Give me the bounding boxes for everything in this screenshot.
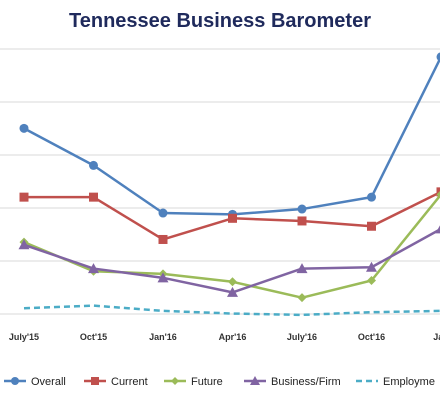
x-tick-label: July'16 xyxy=(287,332,317,342)
legend-item-future: Future xyxy=(164,376,223,388)
data-point-future xyxy=(297,293,307,303)
series-line-overall xyxy=(23,56,440,216)
data-point-future xyxy=(436,191,440,198)
data-point-current xyxy=(436,187,440,197)
x-axis-tick-labels: July'15 Oct'15 Jan'16 Apr'16 July'16 Oct'16 Ja… xyxy=(9,332,440,342)
data-point-current xyxy=(297,216,307,226)
data-point-business-firm xyxy=(296,263,308,274)
data-point-future xyxy=(367,275,376,285)
legend-swatch-marker xyxy=(171,377,179,385)
data-point-overall xyxy=(19,123,29,133)
data-point-overall xyxy=(367,192,376,202)
legend-label: Current xyxy=(111,376,148,388)
data-point-business-firm xyxy=(227,286,238,297)
data-point-future xyxy=(228,277,237,287)
series-line-employme xyxy=(23,304,440,317)
legend-swatch-marker xyxy=(91,377,99,385)
legend-item-overall: Overall xyxy=(4,376,66,388)
data-point-current xyxy=(367,221,376,231)
data-point-business-firm xyxy=(435,225,440,234)
data-point-overall xyxy=(436,52,440,62)
legend-item-employme: Employme xyxy=(356,376,435,388)
x-tick-label: Oct'16 xyxy=(358,332,385,342)
legend-item-current: Current xyxy=(84,376,148,388)
data-point-overall xyxy=(297,204,307,214)
legend-label: Future xyxy=(191,376,223,388)
data-point-current xyxy=(19,192,29,202)
legend-label: Business/Firm xyxy=(271,376,341,388)
legend: Overall Current Future Business/Firm Employm… xyxy=(4,376,435,388)
data-point-business-firm xyxy=(88,263,99,274)
legend-label: Employme xyxy=(383,376,435,388)
data-point-overall xyxy=(158,208,168,218)
legend-label: Overall xyxy=(31,376,66,388)
x-tick-label: Apr'16 xyxy=(219,332,247,342)
data-point-overall xyxy=(89,160,98,170)
x-tick-label: July'15 xyxy=(9,332,39,342)
legend-swatch-marker xyxy=(11,377,19,385)
x-tick-label: Jan'16 xyxy=(149,332,177,342)
series-lines xyxy=(23,56,440,317)
data-point-business-firm xyxy=(157,272,169,283)
data-point-current xyxy=(89,192,98,202)
gridlines xyxy=(0,48,440,315)
x-tick-label: Jan xyxy=(433,332,440,342)
data-point-business-firm xyxy=(366,261,377,272)
series-markers xyxy=(18,52,440,303)
chart-title: Tennessee Business Barometer xyxy=(69,10,371,32)
x-tick-label: Oct'15 xyxy=(80,332,107,342)
legend-swatch-marker xyxy=(250,376,260,385)
data-point-current xyxy=(158,234,168,244)
data-point-current xyxy=(228,213,237,223)
data-point-business-firm xyxy=(18,239,30,250)
legend-item-business-firm: Business/Firm xyxy=(244,376,341,388)
